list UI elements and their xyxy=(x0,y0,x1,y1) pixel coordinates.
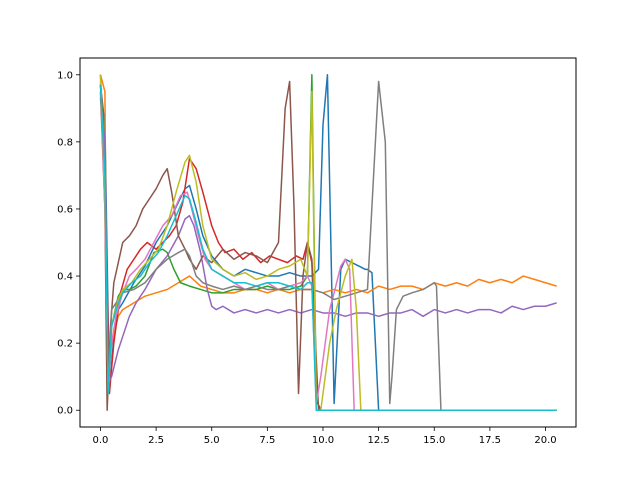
y-tick-label: 0.2 xyxy=(57,339,73,350)
x-tick-label: 20.0 xyxy=(534,435,556,446)
x-tick-label: 7.5 xyxy=(259,435,275,446)
x-tick-label: 12.5 xyxy=(367,435,389,446)
x-axis: 0.0 2.5 5.0 7.5 10.0 12.5 15.0 17.5 20.0 xyxy=(93,427,557,446)
series-line-5 xyxy=(99,98,557,385)
series-line-10 xyxy=(99,84,557,411)
y-tick-label: 1.0 xyxy=(57,70,73,81)
x-tick-label: 5.0 xyxy=(204,435,220,446)
x-tick-label: 15.0 xyxy=(423,435,445,446)
series-layer xyxy=(99,74,557,411)
y-tick-label: 0.0 xyxy=(57,406,73,417)
series-line-8 xyxy=(99,80,557,411)
y-tick-label: 0.4 xyxy=(57,272,73,283)
plot-frame xyxy=(79,57,577,428)
y-axis: 0.0 0.2 0.4 0.6 0.8 1.0 xyxy=(57,70,80,417)
x-tick-label: 17.5 xyxy=(479,435,501,446)
y-tick-label: 0.8 xyxy=(57,137,73,148)
x-tick-label: 10.0 xyxy=(312,435,334,446)
x-tick-label: 2.5 xyxy=(148,435,164,446)
y-tick-label: 0.6 xyxy=(57,204,73,215)
x-tick-label: 0.0 xyxy=(93,435,109,446)
